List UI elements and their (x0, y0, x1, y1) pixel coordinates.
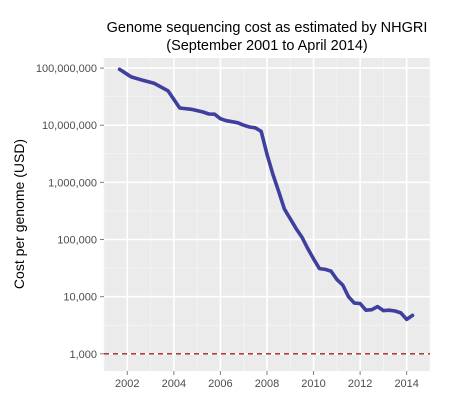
x-tick-label: 2004 (162, 378, 186, 390)
series-group (117, 67, 415, 322)
y-tick-label: 100,000,000 (36, 63, 97, 75)
y-tick-label: 10,000,000 (42, 120, 97, 132)
x-tick-label: 2014 (394, 378, 418, 390)
y-tick-label: 1,000,000 (48, 177, 97, 189)
y-tick-label: 1,000 (69, 349, 97, 361)
y-tick-label: 100,000 (57, 235, 97, 247)
x-tick-label: 2012 (348, 378, 372, 390)
x-tick-label: 2002 (115, 378, 139, 390)
x-tick-label: 2010 (301, 378, 325, 390)
chart-title: Genome sequencing cost as estimated by N… (107, 20, 428, 36)
y-tick-label: 10,000 (63, 292, 97, 304)
x-tick-label: 2006 (208, 378, 232, 390)
tick-group: 1,000 10,000 100,000 1,000,000 10,000,000 100… (36, 63, 419, 390)
x-tick-label: 2008 (255, 378, 279, 390)
series-line (117, 67, 415, 322)
chart-subtitle: (September 2001 to April 2014) (166, 38, 368, 54)
y-axis-label: Cost per genome (USD) (11, 139, 27, 289)
